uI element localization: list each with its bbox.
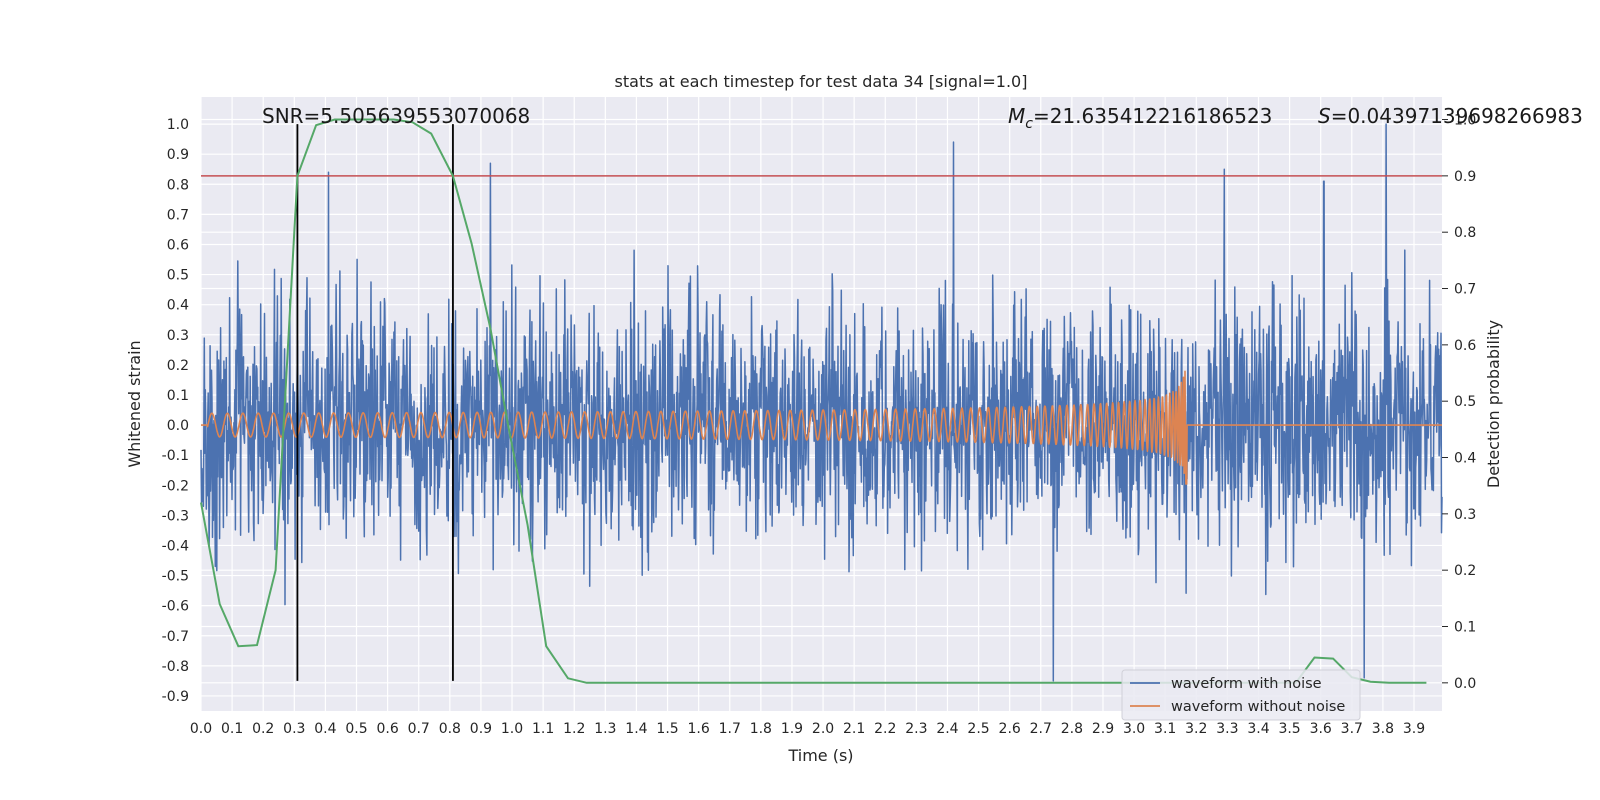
x-tick-label: 0.4 — [314, 721, 336, 737]
x-tick-label: 3.7 — [1341, 721, 1363, 737]
x-tick-label: 3.8 — [1372, 721, 1394, 737]
x-tick-label: 0.6 — [376, 721, 398, 737]
y-right-tick-label: 0.0 — [1454, 676, 1476, 692]
legend: waveform with noise waveform without noi… — [1121, 669, 1361, 721]
x-tick-label: 2.2 — [874, 721, 896, 737]
y-right-tick-label: 0.8 — [1454, 225, 1476, 241]
x-tick-label: 2.0 — [812, 721, 834, 737]
chirp-mass-annotation: Mc=21.635412216186523 — [1008, 104, 1272, 132]
x-tick-label: 2.3 — [905, 721, 927, 737]
x-tick-label: 1.7 — [719, 721, 741, 737]
y-right-tick-label: 0.5 — [1454, 394, 1476, 410]
y-gridlines — [201, 123, 1442, 697]
y-left-tick-label: 0.1 — [167, 388, 189, 404]
y-right-tick-label: 0.2 — [1454, 563, 1476, 579]
y-left-tick-label: -0.8 — [162, 659, 189, 675]
x-tick-label: 1.9 — [781, 721, 803, 737]
y-axis-label-left: Whitened strain — [125, 340, 144, 467]
legend-label-noise: waveform with noise — [1171, 676, 1322, 692]
y-left-tick-label: 0.7 — [167, 207, 189, 223]
y-left-tick-label: 0.5 — [167, 268, 189, 284]
s-annotation: S=0.04397139698266983 — [1318, 104, 1583, 128]
x-tick-label: 1.6 — [688, 721, 710, 737]
y-left-tick-label: -0.1 — [162, 448, 189, 464]
x-tick-label: 1.4 — [625, 721, 647, 737]
snr-annotation: SNR=5.505639553070068 — [262, 104, 530, 128]
y-right-tick-label: 0.3 — [1454, 507, 1476, 523]
x-tick-label: 0.9 — [470, 721, 492, 737]
y-left-tick-label: 0.4 — [167, 298, 189, 314]
x-tick-label: 3.9 — [1403, 721, 1425, 737]
y-left-tick-label: -0.4 — [162, 538, 189, 554]
y-left-tick-label: -0.3 — [162, 508, 189, 524]
y-left-tick-label: -0.9 — [162, 689, 189, 705]
x-tick-label: 3.4 — [1247, 721, 1269, 737]
x-tick-label: 3.2 — [1185, 721, 1207, 737]
y-left-tick-label: 0.0 — [167, 418, 189, 434]
x-tick-label: 0.5 — [345, 721, 367, 737]
x-tick-label: 0.1 — [221, 721, 243, 737]
x-tick-labels: 0.0 0.1 0.2 0.3 0.4 0.5 0.6 0.7 0.8 0.9 1.0 1.1 1.2 1… — [190, 721, 1425, 737]
x-tick-label: 1.8 — [750, 721, 772, 737]
x-tick-label: 0.3 — [283, 721, 305, 737]
y-right-tick-label: 0.1 — [1454, 620, 1476, 636]
x-tick-label: 0.2 — [252, 721, 274, 737]
series-waveform-with-noise — [200, 123, 1443, 682]
x-tick-label: 0.7 — [408, 721, 430, 737]
x-tick-label: 1.2 — [563, 721, 585, 737]
x-tick-label: 2.1 — [843, 721, 865, 737]
x-tick-label: 2.6 — [999, 721, 1021, 737]
y-left-tick-labels: 1.0 0.9 0.8 0.7 0.6 0.5 0.4 0.3 0.2 0.1 0.0 -0.1 -0.… — [162, 117, 189, 705]
legend-box — [1121, 669, 1361, 721]
legend-label-clean: waveform without noise — [1171, 699, 1345, 715]
y-left-tick-label: -0.7 — [162, 629, 189, 645]
x-tick-label: 0.8 — [439, 721, 461, 737]
x-tick-label: 3.0 — [1123, 721, 1145, 737]
vertical-markers — [296, 124, 454, 681]
x-tick-label: 2.7 — [1030, 721, 1052, 737]
y-right-tick-labels: 1.0 0.9 0.8 0.7 0.6 0.5 0.4 0.3 0.2 0.1 0.0 — [1442, 113, 1476, 692]
y-left-tick-label: -0.2 — [162, 478, 189, 494]
y-left-tick-label: 0.3 — [167, 328, 189, 344]
y-left-tick-label: 1.0 — [167, 117, 189, 133]
x-tick-label: 3.1 — [1154, 721, 1176, 737]
x-axis-label: Time (s) — [787, 746, 853, 765]
y-left-tick-label: 0.6 — [167, 237, 189, 253]
chart-title: stats at each timestep for test data 34 … — [615, 72, 1028, 91]
x-tick-label: 1.1 — [532, 721, 554, 737]
x-tick-label: 1.0 — [501, 721, 523, 737]
y-right-tick-label: 0.7 — [1454, 282, 1476, 298]
x-tick-label: 2.8 — [1061, 721, 1083, 737]
x-tick-label: 1.3 — [594, 721, 616, 737]
y-right-tick-label: 0.4 — [1454, 451, 1476, 467]
y-left-tick-label: -0.5 — [162, 569, 189, 585]
y-right-tick-label: 1.0 — [1454, 113, 1476, 129]
x-tick-label: 0.0 — [190, 721, 212, 737]
y-axis-label-right: Detection probability — [1484, 320, 1503, 488]
x-tick-label: 3.5 — [1278, 721, 1300, 737]
y-left-tick-label: 0.9 — [167, 147, 189, 163]
x-tick-label: 1.5 — [656, 721, 678, 737]
y-right-tick-label: 0.6 — [1454, 338, 1476, 354]
x-tick-label: 2.9 — [1092, 721, 1114, 737]
y-left-tick-label: -0.6 — [162, 599, 189, 615]
x-tick-label: 3.3 — [1216, 721, 1238, 737]
series-waveform-without-noise — [200, 370, 1443, 485]
y-right-tick-label: 0.9 — [1454, 169, 1476, 185]
y-left-tick-label: 0.8 — [167, 177, 189, 193]
x-tick-label: 3.6 — [1310, 721, 1332, 737]
y-left-tick-label: 0.2 — [167, 358, 189, 374]
x-tick-label: 2.5 — [967, 721, 989, 737]
x-tick-label: 2.4 — [936, 721, 958, 737]
